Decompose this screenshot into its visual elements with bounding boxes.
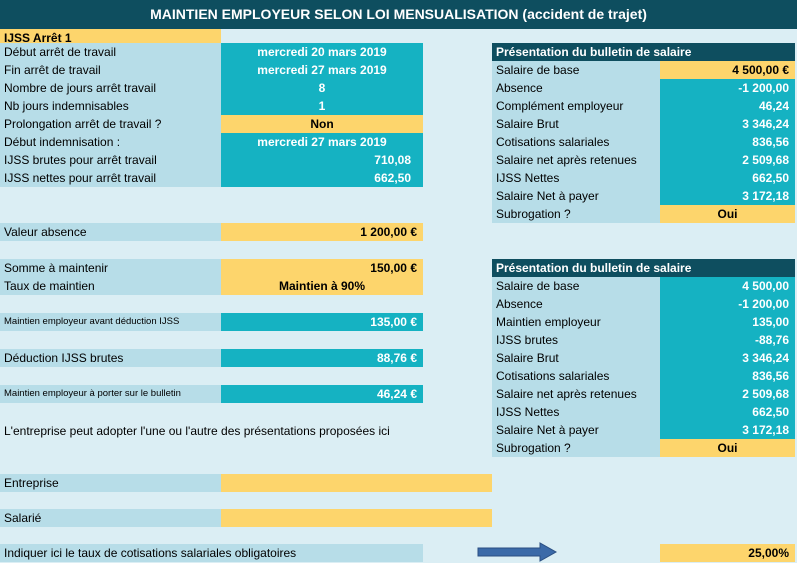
b2-label-net-retenues: Salaire net après retenues xyxy=(492,385,660,403)
label-jours-indemnisables: Nb jours indemnisables xyxy=(0,97,221,115)
label-entreprise: Entreprise xyxy=(0,474,221,492)
label-debut-arret: Début arrêt de travail xyxy=(0,43,221,61)
b2-value-net-payer[interactable]: 3 172,18 xyxy=(660,421,795,439)
value-ijss-nettes[interactable]: 662,50 xyxy=(221,169,423,187)
b1-value-salaire-base[interactable]: 4 500,00 € xyxy=(660,61,795,79)
label-ijss-nettes: IJSS nettes pour arrêt travail xyxy=(0,169,221,187)
b1-value-absence[interactable]: -1 200,00 xyxy=(660,79,795,97)
label-somme-maintenir: Somme à maintenir xyxy=(0,259,221,277)
value-valeur-absence[interactable]: 1 200,00 € xyxy=(221,223,423,241)
b2-label-salaire-base: Salaire de base xyxy=(492,277,660,295)
b2-value-cotisations[interactable]: 836,56 xyxy=(660,367,795,385)
b1-value-complement[interactable]: 46,24 xyxy=(660,97,795,115)
b1-value-cotisations[interactable]: 836,56 xyxy=(660,133,795,151)
value-fin-arret[interactable]: mercredi 27 mars 2019 xyxy=(221,61,423,79)
value-maintien-bulletin[interactable]: 46,24 € xyxy=(221,385,423,403)
value-debut-indemnisation[interactable]: mercredi 27 mars 2019 xyxy=(221,133,423,151)
b2-value-absence[interactable]: -1 200,00 xyxy=(660,295,795,313)
label-ijss-brutes: IJSS brutes pour arrêt travail xyxy=(0,151,221,169)
label-valeur-absence: Valeur absence xyxy=(0,223,221,241)
input-salarie[interactable] xyxy=(221,509,492,527)
label-maintien-bulletin: Maintien employeur à porter sur le bulle… xyxy=(0,385,221,403)
b1-label-salaire-brut: Salaire Brut xyxy=(492,115,660,133)
b1-label-ijss-nettes: IJSS Nettes xyxy=(492,169,660,187)
b1-label-absence: Absence xyxy=(492,79,660,97)
b2-value-salaire-brut[interactable]: 3 346,24 xyxy=(660,349,795,367)
b2-label-absence: Absence xyxy=(492,295,660,313)
label-debut-indemnisation: Début indemnisation : xyxy=(0,133,221,151)
b1-value-net-retenues[interactable]: 2 509,68 xyxy=(660,151,795,169)
bulletin1-header: Présentation du bulletin de salaire xyxy=(492,43,795,61)
label-deduction-ijss: Déduction IJSS brutes xyxy=(0,349,221,367)
b2-value-maintien[interactable]: 135,00 xyxy=(660,313,795,331)
value-ijss-brutes[interactable]: 710,08 xyxy=(221,151,423,169)
label-nombre-jours: Nombre de jours arrêt travail xyxy=(0,79,221,97)
value-taux-maintien[interactable]: Maintien à 90% xyxy=(221,277,423,295)
b2-label-net-payer: Salaire Net à payer xyxy=(492,421,660,439)
label-maintien-avant-deduction: Maintien employeur avant déduction IJSS xyxy=(0,313,221,331)
label-taux-cotisations: Indiquer ici le taux de cotisations sala… xyxy=(0,544,423,562)
b1-label-salaire-base: Salaire de base xyxy=(492,61,660,79)
label-fin-arret: Fin arrêt de travail xyxy=(0,61,221,79)
value-somme-maintenir[interactable]: 150,00 € xyxy=(221,259,423,277)
b1-value-salaire-brut[interactable]: 3 346,24 xyxy=(660,115,795,133)
b1-label-net-retenues: Salaire net après retenues xyxy=(492,151,660,169)
b2-value-net-retenues[interactable]: 2 509,68 xyxy=(660,385,795,403)
value-nombre-jours[interactable]: 8 xyxy=(221,79,423,97)
b1-value-ijss-nettes[interactable]: 662,50 xyxy=(660,169,795,187)
value-deduction-ijss[interactable]: 88,76 € xyxy=(221,349,423,367)
b1-value-subrogation[interactable]: Oui xyxy=(660,205,795,223)
value-debut-arret[interactable]: mercredi 20 mars 2019 xyxy=(221,43,423,61)
b2-label-cotisations: Cotisations salariales xyxy=(492,367,660,385)
b2-value-ijss-brutes[interactable]: -88,76 xyxy=(660,331,795,349)
b2-label-ijss-nettes: IJSS Nettes xyxy=(492,403,660,421)
b2-value-ijss-nettes[interactable]: 662,50 xyxy=(660,403,795,421)
b1-label-complement: Complément employeur xyxy=(492,97,660,115)
label-salarie: Salarié xyxy=(0,509,221,527)
label-taux-maintien: Taux de maintien xyxy=(0,277,221,295)
b1-label-net-payer: Salaire Net à payer xyxy=(492,187,660,205)
b1-label-cotisations: Cotisations salariales xyxy=(492,133,660,151)
b1-value-net-payer[interactable]: 3 172,18 xyxy=(660,187,795,205)
bulletin2-header: Présentation du bulletin de salaire xyxy=(492,259,795,277)
value-prolongation[interactable]: Non xyxy=(221,115,423,133)
value-taux-cotisations[interactable]: 25,00% xyxy=(660,544,795,562)
value-maintien-avant-deduction[interactable]: 135,00 € xyxy=(221,313,423,331)
label-prolongation: Prolongation arrêt de travail ? xyxy=(0,115,221,133)
b1-label-subrogation: Subrogation ? xyxy=(492,205,660,223)
section-title-ijss[interactable]: IJSS Arrêt 1 xyxy=(0,29,221,47)
b2-label-ijss-brutes: IJSS brutes xyxy=(492,331,660,349)
b2-label-subrogation: Subrogation ? xyxy=(492,439,660,457)
note-text: L'entreprise peut adopter l'une ou l'aut… xyxy=(4,424,390,438)
value-jours-indemnisables[interactable]: 1 xyxy=(221,97,423,115)
input-entreprise[interactable] xyxy=(221,474,492,492)
b2-value-subrogation[interactable]: Oui xyxy=(660,439,795,457)
b2-label-salaire-brut: Salaire Brut xyxy=(492,349,660,367)
b2-label-maintien: Maintien employeur xyxy=(492,313,660,331)
sheet-title: MAINTIEN EMPLOYEUR SELON LOI MENSUALISAT… xyxy=(0,0,797,29)
b2-value-salaire-base[interactable]: 4 500,00 xyxy=(660,277,795,295)
arrow-right-icon xyxy=(477,542,558,562)
